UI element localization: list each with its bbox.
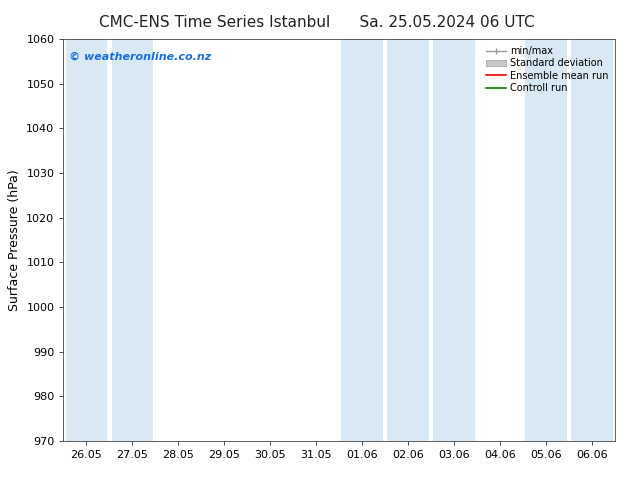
Legend: min/max, Standard deviation, Ensemble mean run, Controll run: min/max, Standard deviation, Ensemble me… bbox=[482, 42, 612, 97]
Bar bbox=[526, 39, 567, 441]
Text: CMC-ENS Time Series Istanbul      Sa. 25.05.2024 06 UTC: CMC-ENS Time Series Istanbul Sa. 25.05.2… bbox=[99, 15, 535, 30]
Bar bbox=[112, 39, 153, 441]
Bar bbox=[434, 39, 475, 441]
Bar bbox=[571, 39, 612, 441]
Bar bbox=[342, 39, 383, 441]
Bar bbox=[387, 39, 429, 441]
Y-axis label: Surface Pressure (hPa): Surface Pressure (hPa) bbox=[8, 169, 21, 311]
Bar bbox=[66, 39, 107, 441]
Text: © weatheronline.co.nz: © weatheronline.co.nz bbox=[69, 51, 211, 61]
